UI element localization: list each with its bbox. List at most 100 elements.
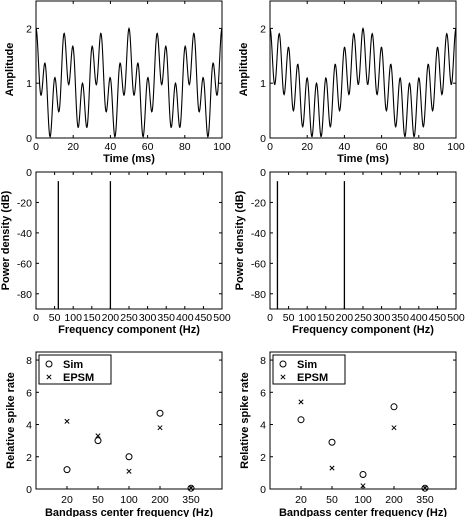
y-tick-label: 1 bbox=[26, 78, 32, 90]
y-axis-label: Amplitude bbox=[4, 43, 16, 97]
x-tick-label: 100 bbox=[447, 141, 465, 153]
x-tick-label: 450 bbox=[195, 312, 213, 324]
waveform-line bbox=[35, 26, 223, 139]
sim-marker bbox=[94, 437, 102, 445]
y-axis-label: Amplitude bbox=[238, 43, 250, 97]
epsm-marker-stroke bbox=[329, 465, 335, 471]
x-tick-label: 200 bbox=[336, 312, 354, 324]
y-tick-label: 4 bbox=[260, 420, 266, 432]
y-axis-label: Relative spike rate bbox=[5, 372, 17, 469]
x-tick-label: 0 bbox=[267, 312, 273, 324]
y-tick-label: 2 bbox=[26, 23, 32, 35]
epsm-marker bbox=[298, 399, 304, 405]
x-tick-label: 60 bbox=[376, 141, 388, 153]
y-tick-label: -60 bbox=[251, 258, 266, 270]
legend-label: EPSM bbox=[63, 372, 94, 384]
waveform-line bbox=[269, 26, 457, 138]
legend-epsm-marker bbox=[46, 374, 52, 380]
epsm-marker bbox=[422, 485, 428, 491]
epsm-marker bbox=[95, 433, 101, 439]
y-tick-label: 0 bbox=[26, 484, 32, 496]
x-tick-label: 500 bbox=[447, 312, 465, 324]
sim-marker bbox=[390, 403, 398, 411]
epsm-marker-stroke bbox=[391, 425, 397, 431]
x-tick-label: 50 bbox=[283, 312, 295, 324]
y-axis-label: Power density (dB) bbox=[0, 190, 12, 290]
x-tick-label: 0 bbox=[33, 312, 39, 324]
sim-marker bbox=[187, 484, 195, 492]
y-tick-label: -40 bbox=[17, 228, 32, 240]
x-tick-label: 20 bbox=[67, 141, 79, 153]
y-tick-label: 0 bbox=[260, 167, 266, 179]
x-tick-label: 250 bbox=[354, 312, 372, 324]
axes-frame bbox=[269, 171, 457, 310]
x-axis-label: Time (ms) bbox=[103, 153, 155, 165]
epsm-marker bbox=[329, 465, 335, 471]
y-tick-label: 0 bbox=[260, 133, 266, 145]
legend-label: Sim bbox=[63, 359, 83, 371]
x-axis-label: Time (ms) bbox=[337, 153, 389, 165]
x-tick-label: 350 bbox=[391, 312, 409, 324]
sim-marker bbox=[421, 484, 429, 492]
y-tick-label: 8 bbox=[26, 355, 32, 367]
x-tick-label: 250 bbox=[120, 312, 138, 324]
legend-sim-marker bbox=[279, 360, 287, 368]
x-tick-label: 450 bbox=[429, 312, 447, 324]
y-tick-label: -80 bbox=[251, 289, 266, 301]
axes-frame bbox=[35, 171, 223, 310]
x-tick-label: 150 bbox=[83, 312, 101, 324]
epsm-marker bbox=[157, 425, 163, 431]
x-tick-label: 20 bbox=[295, 494, 307, 506]
y-tick-label: 2 bbox=[260, 452, 266, 464]
axes-frame bbox=[269, 0, 457, 139]
sim-marker bbox=[297, 416, 305, 424]
x-tick-label: 100 bbox=[354, 494, 372, 506]
epsm-marker bbox=[360, 483, 366, 489]
epsm-marker-stroke bbox=[157, 425, 163, 431]
epsm-marker-stroke bbox=[298, 399, 304, 405]
x-tick-label: 20 bbox=[301, 141, 313, 153]
x-tick-label: 150 bbox=[317, 312, 335, 324]
epsm-marker bbox=[391, 425, 397, 431]
x-axis-label: Bandpass center frequency (Hz) bbox=[45, 507, 213, 517]
x-tick-label: 80 bbox=[413, 141, 425, 153]
y-tick-label: 0 bbox=[26, 133, 32, 145]
epsm-marker-stroke bbox=[95, 433, 101, 439]
y-tick-label: -60 bbox=[17, 258, 32, 270]
y-tick-label: 2 bbox=[26, 452, 32, 464]
y-tick-label: -40 bbox=[251, 228, 266, 240]
x-tick-label: 350 bbox=[157, 312, 175, 324]
axes-frame bbox=[35, 0, 223, 139]
x-axis-label: Frequency component (Hz) bbox=[292, 324, 434, 336]
x-tick-label: 350 bbox=[416, 494, 434, 506]
y-tick-label: 4 bbox=[26, 420, 32, 432]
x-tick-label: 100 bbox=[120, 494, 138, 506]
y-tick-label: 6 bbox=[26, 387, 32, 399]
x-tick-label: 40 bbox=[105, 141, 117, 153]
legend-label: Sim bbox=[297, 359, 317, 371]
x-tick-label: 350 bbox=[182, 494, 200, 506]
legend-sim-marker bbox=[45, 360, 53, 368]
x-tick-label: 200 bbox=[385, 494, 403, 506]
x-tick-label: 200 bbox=[102, 312, 120, 324]
y-tick-label: 0 bbox=[26, 167, 32, 179]
sim-marker bbox=[328, 438, 336, 446]
y-tick-label: 8 bbox=[260, 355, 266, 367]
y-tick-label: -20 bbox=[17, 197, 32, 209]
epsm-marker-stroke bbox=[188, 485, 194, 491]
x-tick-label: 20 bbox=[61, 494, 73, 506]
x-tick-label: 50 bbox=[92, 494, 104, 506]
x-tick-label: 0 bbox=[33, 141, 39, 153]
y-tick-label: -20 bbox=[251, 197, 266, 209]
x-tick-label: 40 bbox=[339, 141, 351, 153]
x-tick-label: 100 bbox=[213, 141, 231, 153]
sim-marker bbox=[156, 409, 164, 417]
sim-marker bbox=[63, 466, 71, 474]
x-tick-label: 50 bbox=[326, 494, 338, 506]
sim-marker bbox=[359, 470, 367, 478]
x-tick-label: 300 bbox=[373, 312, 391, 324]
